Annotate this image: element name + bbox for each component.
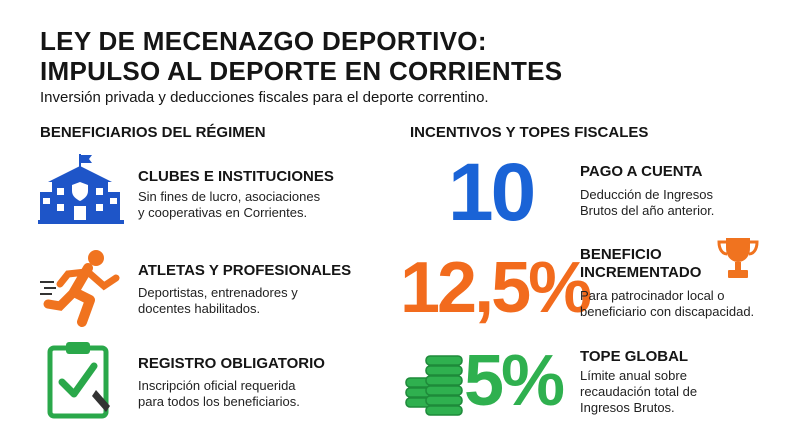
item-title: CLUBES E INSTITUCIONES — [138, 168, 334, 185]
title-line: LEY DE MECENAZGO DEPORTIVO: — [40, 26, 487, 56]
item-desc: Sin fines de lucro, asociaciones y cooper… — [138, 189, 334, 221]
beneficiary-item: CLUBES E INSTITUCIONES Sin fines de lucr… — [138, 168, 334, 221]
item-desc: Inscripción oficial requerida para todos … — [138, 378, 325, 410]
item-title: REGISTRO OBLIGATORIO — [138, 355, 325, 372]
desc-line: docentes habilitados. — [138, 301, 261, 316]
runner-icon — [40, 250, 120, 327]
beneficiary-item: REGISTRO OBLIGATORIO Inscripción oficial… — [138, 355, 325, 410]
desc-line: recaudación total de — [580, 384, 698, 399]
subtitle: Inversión privada y deducciones fiscales… — [40, 89, 489, 106]
title: LEY DE MECENAZGO DEPORTIVO: IMPULSO AL D… — [40, 26, 562, 86]
desc-line: Deducción de Ingresos — [580, 187, 713, 202]
desc-line: Límite anual sobre — [580, 368, 687, 383]
incentive-item: BENEFICIO INCREMENTADO Para patrocinador … — [580, 246, 754, 320]
item-title: PAGO A CUENTA — [580, 163, 714, 181]
desc-line: y cooperativas en Corrientes. — [138, 205, 308, 220]
title-line: BENEFICIO — [580, 246, 662, 263]
trophy-icon — [717, 238, 759, 278]
desc-line: Sin fines de lucro, asociaciones — [138, 189, 321, 204]
item-desc: Deducción de Ingresos Brutos del año ante… — [580, 187, 714, 219]
desc-line: para todos los beneficiarios. — [138, 394, 300, 409]
title-line: TOPE GLOBAL — [580, 348, 689, 365]
item-desc: Deportistas, entrenadores y docentes habi… — [138, 285, 351, 317]
figure: 10 — [448, 147, 536, 238]
figure: 5% — [464, 341, 565, 421]
section-heading: BENEFICIARIOS DEL RÉGIMEN — [40, 124, 266, 141]
desc-line: Ingresos Brutos. — [580, 400, 675, 415]
desc-line: Deportistas, entrenadores y — [138, 285, 298, 300]
title-line: IMPULSO AL DEPORTE EN CORRIENTES — [40, 56, 563, 86]
incentive-item: TOPE GLOBAL Límite anual sobre recaudació… — [580, 348, 697, 416]
desc-line: Brutos del año anterior. — [580, 203, 715, 218]
desc-line: beneficiario con discapacidad. — [580, 304, 755, 319]
figure: 12,5% — [400, 248, 592, 328]
beneficiary-item: ATLETAS Y PROFESIONALES Deportistas, ent… — [138, 262, 351, 317]
school-icon — [38, 154, 124, 224]
title-line: PAGO A CUENTA — [580, 163, 703, 180]
section-heading: INCENTIVOS Y TOPES FISCALES — [410, 124, 649, 141]
coins-icon — [405, 355, 463, 416]
desc-line: Inscripción oficial requerida — [138, 378, 296, 393]
title-line: INCREMENTADO — [580, 264, 702, 281]
item-desc: Para patrocinador local o beneficiario co… — [580, 288, 754, 320]
item-title: ATLETAS Y PROFESIONALES — [138, 262, 352, 279]
incentive-item: PAGO A CUENTA Deducción de Ingresos Bruto… — [580, 163, 714, 219]
item-title: BENEFICIO INCREMENTADO — [580, 246, 754, 282]
clipboard-icon — [47, 342, 110, 419]
item-desc: Límite anual sobre recaudación total de In… — [580, 368, 697, 416]
item-title: TOPE GLOBAL — [580, 348, 697, 366]
desc-line: Para patrocinador local o — [580, 288, 725, 303]
